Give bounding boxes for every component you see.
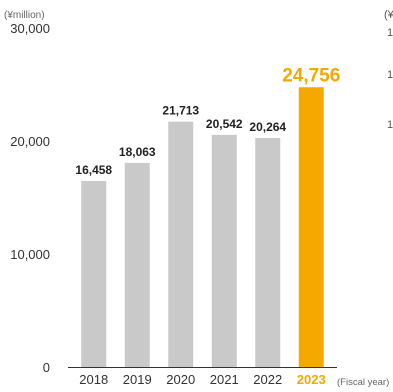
bar xyxy=(124,162,150,367)
bars xyxy=(81,87,324,367)
x-tick-label: 2018 xyxy=(79,372,108,387)
bar-value-label: 20,264 xyxy=(249,120,286,134)
x-tick-labels: 2018 2019 2020 2021 2022 2023 xyxy=(79,372,325,387)
x-tick-label: 2023 xyxy=(297,372,326,387)
bar xyxy=(211,134,237,367)
x-axis-title: (Fiscal year) xyxy=(337,377,389,388)
x-tick-label: 2022 xyxy=(253,372,282,387)
bar xyxy=(81,181,107,367)
y-tick-label: 30,000 xyxy=(10,21,50,36)
bar-value-label: 24,756 xyxy=(282,65,340,86)
bar-value-label: 18,063 xyxy=(119,145,156,159)
bar xyxy=(168,121,194,367)
y-axis-unit-label: (¥million) xyxy=(4,10,45,21)
adjacent-chart-clipped-labels: (¥ 1 1 1 xyxy=(384,9,393,131)
adjacent-chart-label: 1 xyxy=(387,69,393,81)
adjacent-chart-label: 1 xyxy=(387,119,393,131)
bar xyxy=(255,138,281,367)
x-tick-label: 2020 xyxy=(166,372,195,387)
x-tick-label: 2019 xyxy=(123,372,152,387)
x-tick-label: 2021 xyxy=(210,372,239,387)
y-tick-label: 10,000 xyxy=(10,247,50,262)
bar-value-label: 16,458 xyxy=(75,163,112,177)
y-tick-labels: 0 10,000 20,000 30,000 xyxy=(10,21,50,375)
value-labels: 16,458 18,063 21,713 20,542 20,264 24,756 xyxy=(75,65,340,177)
adjacent-chart-label: (¥ xyxy=(384,9,393,21)
y-tick-label: 20,000 xyxy=(10,134,50,149)
adjacent-chart-label: 1 xyxy=(387,27,393,39)
bar-value-label: 20,542 xyxy=(206,117,243,131)
y-tick-label: 0 xyxy=(43,360,50,375)
bar-value-label: 21,713 xyxy=(162,104,199,118)
bar-highlight xyxy=(298,87,324,367)
